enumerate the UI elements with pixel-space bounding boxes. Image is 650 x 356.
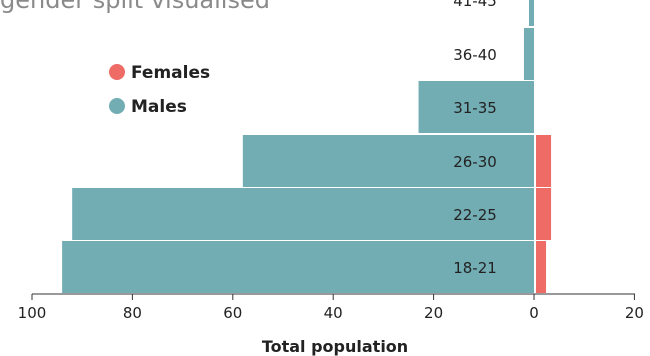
x-tick-label: 20	[625, 304, 644, 322]
x-tick-label: 40	[324, 304, 343, 322]
age-group-label: 18-21	[453, 259, 497, 277]
bar-males-41-45	[528, 0, 534, 26]
bar-females-26-30	[536, 135, 552, 187]
bar-males-22-25	[72, 188, 534, 240]
age-group-label: 41-45	[453, 0, 497, 10]
legend-males-label: Males	[131, 97, 187, 117]
bar-females-18-21	[536, 241, 547, 293]
legend-females-label: Females	[131, 63, 210, 83]
age-group-label: 26-30	[453, 153, 497, 171]
x-axis-label: Total population	[262, 337, 408, 356]
x-ticks-layer: 100 80 60 40 20 0 20	[18, 294, 644, 322]
age-group-label: 31-35	[453, 99, 497, 117]
x-tick-label: 20	[424, 304, 443, 322]
bar-males-26-30	[242, 135, 534, 187]
x-tick-label: 0	[529, 304, 539, 322]
x-tick-label: 80	[123, 304, 142, 322]
bar-females-22-25	[536, 188, 552, 240]
legend: Females Males	[109, 63, 210, 117]
bars-layer	[62, 0, 552, 293]
legend-males-swatch	[109, 98, 125, 114]
bar-males-36-40	[523, 28, 534, 80]
age-group-label: 22-25	[453, 206, 497, 224]
bar-males-31-35	[418, 81, 534, 133]
x-tick-label: 100	[18, 304, 47, 322]
age-group-label: 36-40	[453, 46, 497, 64]
bar-males-18-21	[62, 241, 535, 293]
x-tick-label: 60	[223, 304, 242, 322]
legend-females-swatch	[109, 64, 125, 80]
age-labels-layer: 41-45 36-40 31-35 26-30 22-25 18-21	[453, 0, 497, 277]
chart-title: gender split visualised	[0, 0, 270, 14]
